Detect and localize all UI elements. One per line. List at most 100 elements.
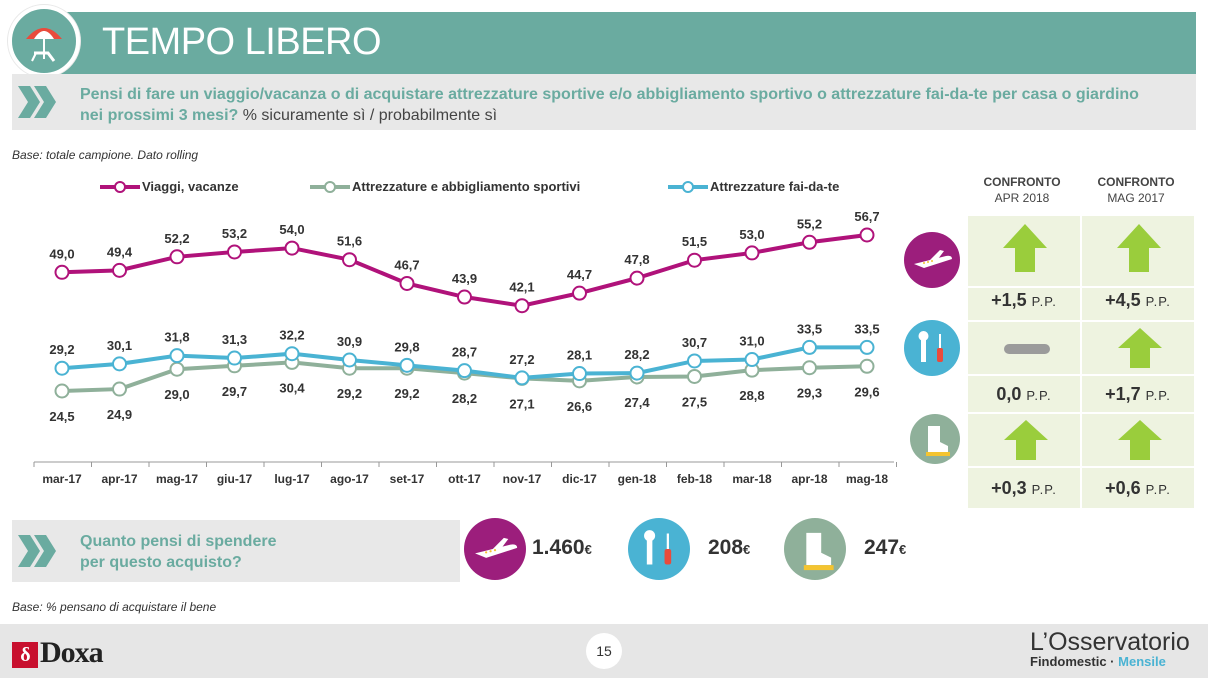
cmp-value-text: +4,5 [1105,290,1141,310]
double-chevron-icon [16,82,60,122]
up-arrow-icon [1117,224,1161,272]
base-note-2: Base: % pensano di acquistare il bene [12,600,217,614]
data-point-viaggi [54,264,70,280]
comparison-header-1-sub: APR 2018 [994,191,1050,205]
data-label-viaggi: 44,7 [567,267,592,282]
cmp-value-r3c2: +0,6 P.P. [1082,478,1194,499]
data-label-viaggi: 52,2 [164,231,189,246]
line-chart: mar-17 apr-17 mag-17 giu-17 lug-17 ago-17 set-… [33,179,897,486]
data-label-faidate: 33,5 [797,321,822,336]
data-point-viaggi [342,252,357,268]
comparison-header-2-title: CONFRONTO [1097,175,1175,189]
osservatorio-title: L’Osservatorio [1030,628,1190,656]
findomestic-label: Findomestic · [1030,654,1115,669]
comparison-header-1: CONFRONTO APR 2018 [966,174,1078,206]
spend-value-faidate: 208€ [708,536,750,560]
legend-swatch-marker [682,181,694,193]
data-label-sport: 27,1 [509,396,534,411]
x-tick-label: mar-18 [732,472,772,486]
x-tick-label: gen-18 [618,472,657,486]
cmp-value-text: +0,6 [1105,478,1141,498]
spend-currency: € [584,542,592,557]
cmp-value-text: 0,0 [996,384,1022,404]
data-point-viaggi [629,270,645,286]
data-point-viaggi [284,240,300,256]
data-point-viaggi [227,244,242,260]
legend-swatch-marker [324,181,336,193]
data-label-sport: 28,8 [739,388,764,403]
data-label-faidate: 32,2 [279,328,304,343]
cmp-cell-r1c2-value [1082,288,1194,320]
data-point-viaggi [169,249,185,265]
data-point-faidate [744,352,760,368]
cmp-unit: P.P. [1145,294,1171,309]
cmp-value-r1c2: +4,5 P.P. [1082,290,1194,311]
data-label-faidate: 30,9 [337,334,362,349]
data-label-faidate: 31,8 [164,330,189,345]
data-label-faidate: 31,3 [222,332,247,347]
data-label-viaggi: 56,7 [854,209,879,224]
mensile-label: Mensile [1118,654,1166,669]
cmp-unit: P.P. [1026,388,1052,403]
data-label-sport: 27,4 [624,395,650,410]
data-label-viaggi: 43,9 [452,271,477,286]
airplane-icon [464,518,526,580]
data-point-sport [859,358,875,374]
up-arrow-icon [1003,224,1047,272]
doxa-mark-icon: δ [12,642,38,669]
spend-value-sport: 247€ [864,536,906,560]
data-label-faidate: 28,7 [452,345,477,360]
osservatorio-subtitle: Findomestic · Mensile [1030,654,1166,669]
data-label-viaggi: 53,0 [739,227,764,242]
data-label-sport: 29,3 [797,386,822,401]
tools-icon [628,518,690,580]
tools-icon [904,320,960,376]
data-point-sport [169,361,185,377]
data-label-faidate: 28,2 [624,347,649,362]
x-tick-label: set-17 [390,472,425,486]
spend-currency: € [743,542,751,557]
comparison-header-1-title: CONFRONTO [983,175,1061,189]
legend-swatch-marker [114,181,126,193]
up-arrow-icon [1118,420,1162,460]
cmp-value-r1c1: +1,5 P.P. [968,290,1080,311]
comparison-panel: CONFRONTO APR 2018 CONFRONTO MAG 2017 [900,170,1200,510]
spend-amount: 247 [864,536,900,559]
data-point-faidate [572,366,587,382]
data-label-sport: 30,4 [279,380,305,395]
data-point-faidate [54,360,70,376]
data-point-faidate [802,339,817,355]
x-tick-label: lug-17 [274,472,310,486]
cmp-cell-r2c1-value [968,376,1080,412]
data-label-sport: 29,7 [222,384,247,399]
data-label-faidate: 29,2 [49,342,74,357]
question-main: Pensi di fare un viaggio/vacanza o di ac… [80,86,1139,124]
data-label-sport: 24,9 [107,407,132,422]
cmp-value-text: +0,3 [991,478,1027,498]
base-note: Base: totale campione. Dato rolling [12,148,199,162]
spending-question-line-1: Quanto pensi di spendere [80,533,277,550]
data-label-viaggi: 47,8 [624,252,649,267]
legend-label: Viaggi, vacanze [142,179,239,194]
data-point-sport [54,383,70,399]
comparison-header-2: CONFRONTO MAG 2017 [1080,174,1192,206]
x-tick-label: ago-17 [330,472,369,486]
doxa-text: Doxa [40,636,104,669]
data-point-sport [112,381,127,397]
data-label-viaggi: 51,5 [682,234,707,249]
cmp-unit: P.P. [1145,388,1171,403]
cmp-value-r3c1: +0,3 P.P. [968,478,1080,499]
question-text: Pensi di fare un viaggio/vacanza o di ac… [80,84,1160,126]
x-tick-label: mag-18 [846,472,888,486]
x-tick-label: giu-17 [217,472,253,486]
data-label-faidate: 30,1 [107,338,132,353]
cmp-cell-r3c1-value [968,468,1080,508]
spend-value-viaggi: 1.460€ [532,536,592,560]
up-arrow-icon [1004,420,1048,460]
data-point-faidate [629,365,645,381]
data-label-viaggi: 49,0 [49,246,74,261]
data-point-viaggi [399,275,415,291]
data-point-viaggi [514,298,530,314]
data-point-sport [687,368,702,384]
data-point-faidate [342,352,357,368]
